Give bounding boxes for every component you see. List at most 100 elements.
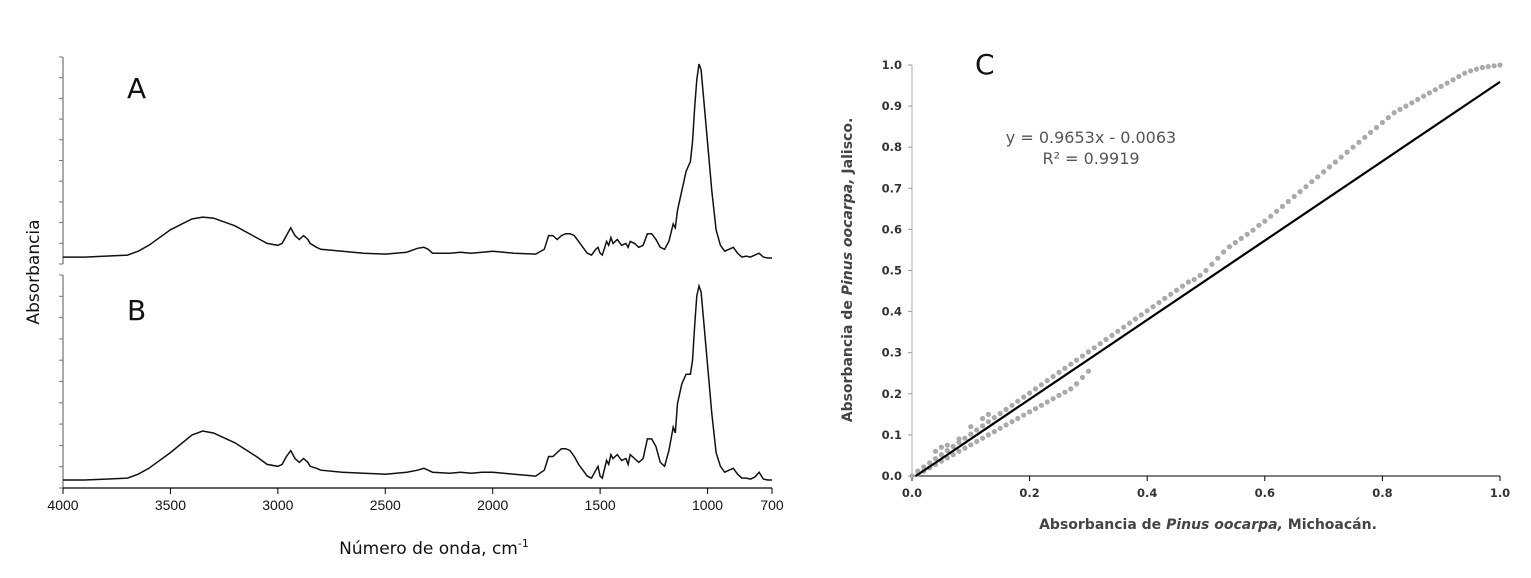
scatter-point (985, 432, 992, 438)
scatter-point (1421, 93, 1427, 99)
scatter-point (1462, 70, 1468, 76)
scatter-point (909, 473, 915, 479)
scatter-point (1403, 103, 1409, 109)
regression-equation: y = 0.9653x - 0.0063 (1006, 128, 1176, 147)
scatter-point (1274, 208, 1280, 214)
scatter-y-title-post: Jalisco. (840, 118, 856, 179)
scatter-point (1156, 300, 1162, 306)
scatter-point (956, 436, 962, 442)
ftir-x-tick-label: 4000 (47, 497, 78, 513)
panel-b-label: B (127, 294, 146, 327)
scatter-point (1191, 276, 1197, 283)
scatter-x-tick-label: 0.8 (1372, 486, 1392, 500)
scatter-point (1297, 189, 1303, 195)
scatter-point (1150, 304, 1156, 310)
scatter-point (997, 410, 1003, 417)
scatter-point (1215, 255, 1221, 261)
scatter-y-title-em: Pinus oocarpa, (840, 178, 856, 295)
scatter-point (974, 438, 980, 445)
scatter-point (1332, 159, 1338, 165)
scatter-point (1121, 324, 1127, 330)
scatter-point (1074, 381, 1080, 387)
scatter-point (1015, 415, 1021, 422)
scatter-y-tick-label: 0.3 (882, 346, 902, 360)
ftir-x-tick-label: 3000 (262, 497, 293, 513)
scatter-point (1338, 154, 1344, 160)
trendline (915, 80, 1501, 477)
scatter-point (1256, 222, 1262, 228)
scatter-y-tick-label: 0.6 (882, 222, 902, 236)
scatter-y-tick-label: 0.7 (882, 181, 902, 195)
scatter-point (1315, 174, 1321, 180)
scatter-point (1021, 394, 1027, 400)
scatter-point (938, 444, 945, 450)
scatter-point (1179, 283, 1186, 289)
scatter-panel: 0.0 0.2 0.4 0.6 0.8 1.0 0.0 0.1 0.2 0.3 0.4 0.5 0.6… (840, 48, 1510, 533)
scatter-point (956, 448, 962, 454)
scatter-point (1009, 419, 1015, 425)
scatter-x-tick-label: 0.4 (1137, 486, 1157, 500)
scatter-point (1221, 249, 1227, 255)
scatter-y-tick-label: 0.8 (882, 140, 902, 154)
scatter-point (1015, 398, 1021, 404)
scatter-y-tick-label: 0.9 (882, 99, 902, 113)
scatter-y-tick-label: 0.2 (882, 387, 902, 401)
ftir-panel: 4000 3500 3000 2500 2000 1500 1000 700 A B Abso… (24, 56, 784, 559)
spectrum-b-line (63, 283, 772, 481)
scatter-point (991, 429, 997, 435)
scatter-x-tick-label: 0.6 (1255, 486, 1275, 500)
scatter-point (932, 448, 939, 454)
scatter-point (1050, 396, 1056, 402)
scatter-point (1432, 87, 1438, 93)
scatter-point (1232, 240, 1238, 246)
scatter-point (1409, 100, 1415, 106)
scatter-point (974, 427, 980, 433)
r-squared-label: R² = 0.9919 (1042, 149, 1139, 168)
scatter-point (1379, 119, 1385, 126)
panel-a-y-ticks (59, 56, 63, 265)
scatter-point (921, 464, 927, 470)
scatter-point (1238, 235, 1244, 241)
scatter-point (991, 415, 997, 421)
scatter-y-tick-label: 1.0 (882, 58, 902, 72)
scatter-y-axis-title: Absorbancia de Pinus oocarpa, Jalisco. (840, 118, 856, 423)
scatter-points (909, 62, 1503, 479)
scatter-point (1391, 110, 1397, 116)
scatter-point (1473, 66, 1480, 72)
scatter-point (1174, 287, 1180, 293)
scatter-point (1021, 412, 1027, 418)
panel-b-y-ticks (59, 274, 63, 489)
scatter-point (1027, 390, 1033, 396)
scatter-point (1115, 328, 1121, 334)
scatter-point (1062, 365, 1068, 371)
scatter-point (1250, 227, 1256, 233)
scatter-point (1074, 357, 1080, 363)
ftir-x-tick-label: 2500 (370, 497, 401, 513)
scatter-y-tick-label: 0.4 (882, 305, 902, 319)
scatter-point (1079, 353, 1086, 359)
scatter-point (1373, 124, 1380, 131)
scatter-point (1438, 83, 1444, 89)
scatter-point (968, 442, 974, 448)
scatter-x-title-post: Michoacán. (1283, 517, 1377, 533)
scatter-point (1426, 90, 1432, 96)
scatter-point (1144, 308, 1150, 314)
scatter-point (1356, 139, 1362, 145)
scatter-y-title-pre: Absorbancia de (840, 295, 856, 422)
scatter-x-title-pre: Absorbancia de (1039, 517, 1166, 533)
scatter-point (932, 456, 939, 462)
scatter-point (1491, 63, 1497, 69)
scatter-point (1050, 373, 1056, 380)
scatter-point (1444, 80, 1450, 86)
scatter-point (1321, 169, 1327, 175)
scatter-point (1344, 149, 1350, 155)
scatter-point (1009, 402, 1015, 408)
scatter-point (1138, 312, 1144, 318)
scatter-point (1303, 184, 1309, 190)
scatter-point (1185, 279, 1191, 285)
scatter-point (927, 460, 933, 466)
scatter-point (1244, 231, 1250, 237)
scatter-point (997, 425, 1003, 431)
scatter-point (1032, 406, 1039, 412)
scatter-point (1415, 96, 1421, 103)
